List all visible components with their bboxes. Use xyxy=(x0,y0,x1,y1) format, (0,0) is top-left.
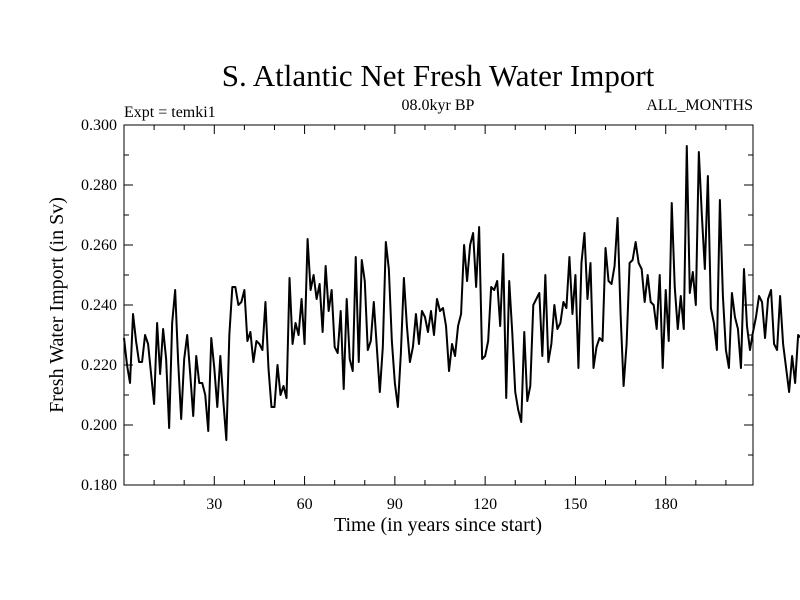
y-tick-label: 0.180 xyxy=(81,477,117,494)
x-axis: 30 60 90 120 150 180 xyxy=(123,125,727,513)
chart-title: S. Atlantic Net Fresh Water Import xyxy=(222,58,655,93)
y-tick-label: 0.260 xyxy=(81,237,117,254)
y-tick-label: 0.220 xyxy=(81,357,117,374)
experiment-label: Expt = temki1 xyxy=(124,104,216,121)
x-axis-label: Time (in years since start) xyxy=(334,514,542,536)
plot-area xyxy=(123,145,800,441)
y-axis: 0.180 0.200 0.220 0.240 0.260 0.280 0.300 xyxy=(81,117,753,494)
y-tick-label: 0.240 xyxy=(81,297,117,314)
period-label: 08.0kyr BP xyxy=(402,97,475,114)
months-label: ALL_MONTHS xyxy=(646,97,753,114)
x-tick-label: 90 xyxy=(387,496,403,513)
x-tick-label: 30 xyxy=(206,496,222,513)
y-tick-label: 0.200 xyxy=(81,417,117,434)
y-tick-label: 0.280 xyxy=(81,177,117,194)
y-axis-label: Fresh Water Import (in Sv) xyxy=(46,197,68,413)
x-tick-label: 60 xyxy=(297,496,313,513)
x-tick-label: 120 xyxy=(473,496,497,513)
y-tick-label: 0.300 xyxy=(81,117,117,134)
x-tick-label: 180 xyxy=(654,496,678,513)
x-tick-label: 150 xyxy=(563,496,587,513)
series-line-0 xyxy=(123,145,800,441)
